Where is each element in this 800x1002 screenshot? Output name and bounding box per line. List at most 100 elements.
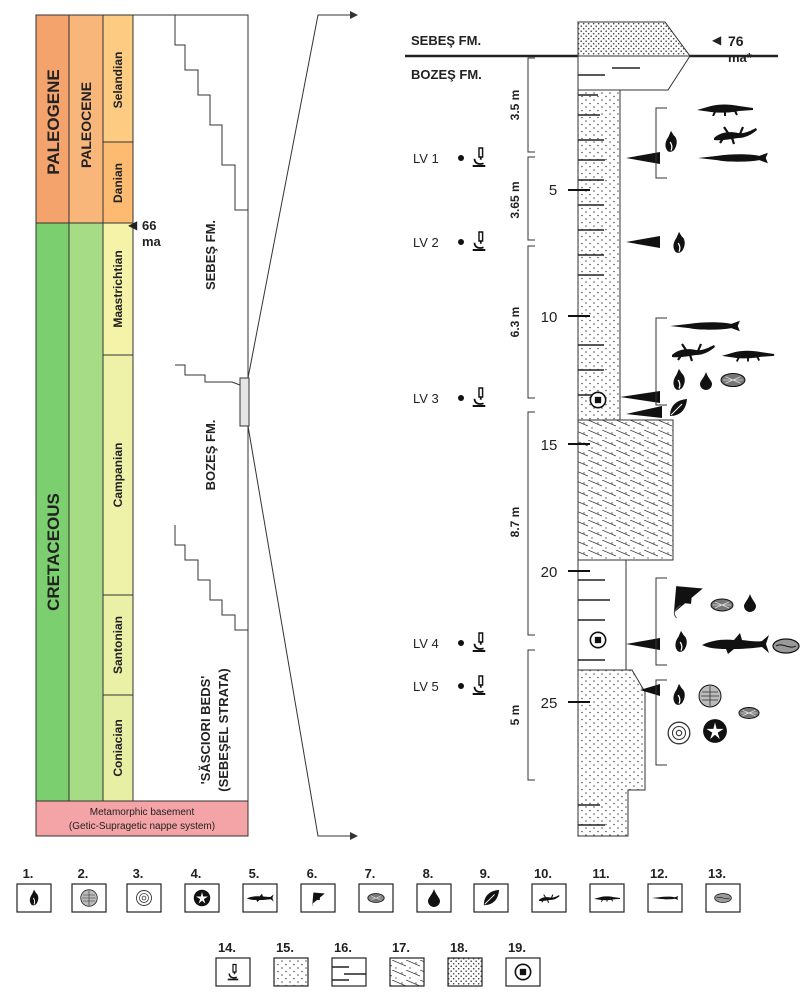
age-unit: ma* <box>728 50 753 65</box>
stage-maastrichtian-label: Maastrichtian <box>111 250 125 327</box>
sebes-formation-top-contact <box>174 15 248 211</box>
legend-number: 17. <box>392 940 410 955</box>
gastropod-icon <box>672 231 686 254</box>
fossil-level-pointers <box>620 152 662 696</box>
crocodile-icon <box>695 103 755 116</box>
fossil-group-brackets <box>655 107 667 766</box>
depth-label-5: 5 <box>549 182 557 199</box>
sand-dollar-icon <box>80 889 98 907</box>
legend: 1. 2. 3. 4. 5. 6. 7. 8. 9. 10. 11. 12. 13. 14. 15. 16. 1… <box>16 866 741 987</box>
boundary-age-value: 66 <box>142 218 156 233</box>
k-pg-boundary-marker: ◀ <box>128 218 138 232</box>
sand-dollar-icon <box>698 684 722 708</box>
level-lv4: LV 4 <box>413 631 487 653</box>
legend-number: 18. <box>450 940 468 955</box>
legend-number: 4. <box>191 866 202 881</box>
thickness-8-7m: 8.7 m <box>508 507 522 538</box>
legend-number: 9. <box>480 866 491 881</box>
stage-danian-label: Danian <box>111 163 125 203</box>
sample-marker-icon <box>514 963 532 981</box>
legend-box-mudstone-pattern <box>331 957 367 987</box>
legend-box-cross-bedded-pattern <box>389 957 425 987</box>
level-dot <box>458 640 464 646</box>
bozes-formation-label: BOZEŞ FM. <box>203 420 218 491</box>
level-label: LV 4 <box>413 636 439 651</box>
depth-label-20: 20 <box>541 564 558 581</box>
legend-number: 1. <box>23 866 34 881</box>
microscope-icon <box>471 631 487 653</box>
era-paleogene-label: PALEOGENE <box>44 69 63 174</box>
level-label: LV 2 <box>413 235 439 250</box>
echinoid-icon <box>193 889 211 907</box>
microscope-icon <box>471 230 487 252</box>
log-column-middle <box>577 559 627 671</box>
geologic-timescale-column: PALEOGENE CRETACEOUS PALEOCENE Selandian… <box>35 14 250 837</box>
era-cretaceous-label: CRETACEOUS <box>44 493 63 611</box>
legend-number: 7. <box>365 866 376 881</box>
stage-selandian-label: Selandian <box>111 52 125 109</box>
depth-label-10: 10 <box>541 309 558 326</box>
legend-number: 12. <box>650 866 668 881</box>
era-cretaceous-band <box>35 222 70 802</box>
age-marker: ◀ <box>712 33 722 47</box>
stage-coniacian-label: Coniacian <box>111 719 125 776</box>
sasciori-top-contact <box>174 525 248 631</box>
formation-column <box>132 14 249 802</box>
level-dot <box>458 683 464 689</box>
gar-fish-icon <box>698 152 768 164</box>
lizard-icon <box>670 342 717 362</box>
seed-icon <box>367 892 385 904</box>
level-lv1: LV 1 <box>413 146 487 168</box>
cross-bedded-sandstone <box>577 419 674 561</box>
ray-icon <box>666 578 707 619</box>
basement-label-line2: (Getic-Supragetic nappe system) <box>69 821 215 832</box>
sasciori-label-line1: 'SĂSCIORI BEDS' <box>198 676 213 785</box>
microscope-icon <box>471 146 487 168</box>
basement-band <box>35 800 249 837</box>
gastropod-icon <box>672 368 686 391</box>
legend-number: 10. <box>534 866 552 881</box>
zoom-connector-lines <box>247 11 358 840</box>
level-label: LV 5 <box>413 679 439 694</box>
sebes-conglomerate-bed <box>577 21 691 57</box>
depth-axis-ticks <box>568 189 590 703</box>
thickness-5m: 5 m <box>508 705 522 726</box>
basement-label-line1: Metamorphic basement <box>90 807 195 818</box>
drop-icon <box>700 372 712 390</box>
top-formation-label: SEBEŞ FM. <box>411 33 481 48</box>
level-lv5: LV 5 <box>413 674 487 696</box>
legend-box-ammonite-icon <box>126 883 162 913</box>
sebes-formation-label: SEBEŞ FM. <box>203 220 218 290</box>
level-dot <box>458 395 464 401</box>
thickness-6-3m: 6.3 m <box>508 307 522 338</box>
sample-marker-icon <box>589 391 607 409</box>
legend-box-sandstone-pattern <box>273 957 309 987</box>
thickness-3-65m: 3.65 m <box>508 181 522 218</box>
legend-number: 15. <box>276 940 294 955</box>
depth-label-25: 25 <box>541 695 558 712</box>
sample-marker-icon <box>589 631 607 649</box>
gastropod-icon <box>664 130 678 153</box>
lizard-icon <box>712 125 759 145</box>
level-dot <box>458 239 464 245</box>
crocodile-icon <box>720 349 776 362</box>
level-label: LV 1 <box>413 151 439 166</box>
gar-fish-icon <box>670 320 740 332</box>
stage-maastrichtian-band <box>102 222 134 356</box>
thickness-3-5m: 3.5 m <box>508 90 522 121</box>
microscope-icon <box>471 386 487 408</box>
bivalve-icon <box>772 638 800 654</box>
mudstone-lamination-lines <box>578 67 640 826</box>
epoch-paleocene-label: PALEOCENE <box>78 82 94 168</box>
level-label: LV 3 <box>413 391 439 406</box>
level-lv2: LV 2 <box>413 230 487 252</box>
legend-box-drop-icon <box>416 883 452 913</box>
seed-icon <box>720 372 746 388</box>
legend-number: 13. <box>708 866 726 881</box>
depth-label-15: 15 <box>541 437 558 454</box>
microscope-icon <box>471 674 487 696</box>
boundary-age-unit: ma <box>142 234 162 249</box>
legend-box-conglomerate-pattern <box>447 957 483 987</box>
legend-number: 19. <box>508 940 526 955</box>
